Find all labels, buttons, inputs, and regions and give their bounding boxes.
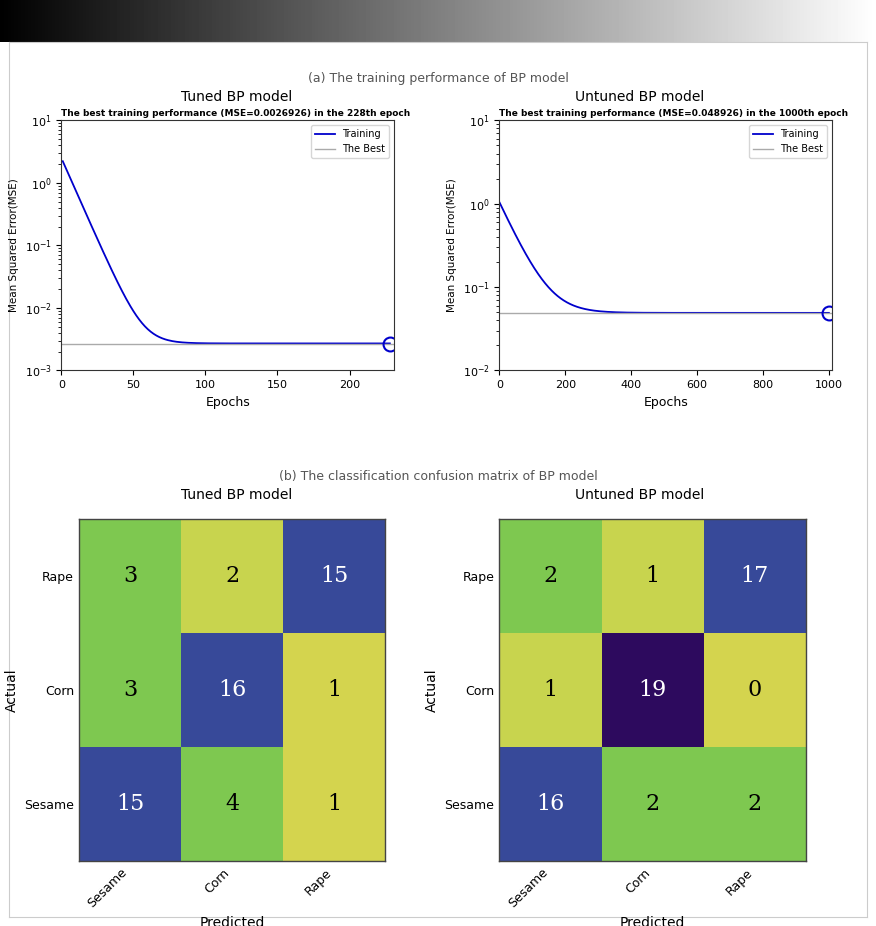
Y-axis label: Actual: Actual: [4, 668, 18, 712]
Y-axis label: Mean Squared Error(MSE): Mean Squared Error(MSE): [447, 179, 457, 312]
Text: 1: 1: [328, 679, 342, 701]
The Best: [58, 338, 68, 349]
Text: 3: 3: [123, 679, 137, 701]
Bar: [79, 747, 181, 861]
Bar: [602, 632, 703, 747]
Text: 1: 1: [543, 679, 557, 701]
Training: [269, 338, 279, 349]
Bar: [283, 632, 385, 747]
Text: 19: 19: [639, 679, 667, 701]
Text: Tuned BP model: Tuned BP model: [181, 90, 292, 105]
Text: The best training performance (MSE=0.048926) in the 1000th epoch: The best training performance (MSE=0.048…: [499, 109, 849, 119]
Bar: [283, 747, 385, 861]
Text: 15: 15: [116, 793, 144, 815]
Bar: [181, 747, 283, 861]
Text: 2: 2: [646, 793, 660, 815]
Text: (b) The classification confusion matrix of BP model: (b) The classification confusion matrix …: [279, 470, 597, 483]
Training: [139, 320, 150, 332]
Training: [301, 338, 312, 349]
X-axis label: Predicted: Predicted: [200, 916, 265, 926]
Bar: [602, 519, 703, 632]
Bar: [181, 519, 283, 632]
Training: [528, 261, 539, 272]
Training: [337, 338, 348, 349]
Bar: [181, 632, 283, 747]
Text: Untuned BP model: Untuned BP model: [575, 90, 704, 105]
X-axis label: Predicted: Predicted: [620, 916, 685, 926]
Line: Training: Training: [63, 161, 390, 344]
Bar: [703, 632, 806, 747]
Training: [823, 307, 834, 319]
Text: (a) The training performance of BP model: (a) The training performance of BP model: [307, 72, 569, 85]
Training: [385, 338, 395, 349]
Text: 2: 2: [543, 565, 557, 587]
Text: 2: 2: [225, 565, 239, 587]
Bar: [499, 519, 602, 632]
X-axis label: Epochs: Epochs: [205, 395, 251, 408]
Text: Tuned BP model: Tuned BP model: [181, 488, 292, 503]
Y-axis label: Actual: Actual: [425, 668, 439, 712]
Bar: [79, 632, 181, 747]
Bar: [602, 747, 703, 861]
Text: 1: 1: [328, 793, 342, 815]
Text: 0: 0: [748, 679, 762, 701]
Text: Untuned BP model: Untuned BP model: [575, 488, 704, 503]
Bar: [499, 632, 602, 747]
Text: The best training performance (MSE=0.0026926) in the 228th epoch: The best training performance (MSE=0.002…: [61, 109, 411, 119]
Text: 16: 16: [536, 793, 564, 815]
Legend: Training, The Best: Training, The Best: [311, 125, 389, 157]
Bar: [79, 519, 181, 632]
Bar: [703, 519, 806, 632]
Bar: [499, 747, 602, 861]
X-axis label: Epochs: Epochs: [643, 395, 689, 408]
The Best: [56, 338, 67, 349]
Text: 3: 3: [123, 565, 137, 587]
Training: [141, 322, 152, 333]
The Best: [494, 307, 505, 319]
Text: 16: 16: [218, 679, 246, 701]
Training: [315, 338, 326, 349]
Bar: [703, 747, 806, 861]
The Best: [494, 307, 505, 319]
Bar: [283, 519, 385, 632]
Text: 4: 4: [225, 793, 239, 815]
Text: 17: 17: [741, 565, 769, 587]
Legend: Training, The Best: Training, The Best: [749, 125, 827, 157]
Text: 2: 2: [748, 793, 762, 815]
Training: [639, 307, 650, 319]
Training: [720, 307, 731, 319]
Text: 1: 1: [646, 565, 660, 587]
Training: [627, 307, 638, 319]
Line: Training: Training: [499, 203, 829, 313]
Training: [757, 307, 767, 319]
Training: [751, 307, 761, 319]
Training: [58, 156, 68, 167]
Y-axis label: Mean Squared Error(MSE): Mean Squared Error(MSE): [9, 179, 19, 312]
Text: 15: 15: [321, 565, 349, 587]
Training: [494, 197, 505, 208]
